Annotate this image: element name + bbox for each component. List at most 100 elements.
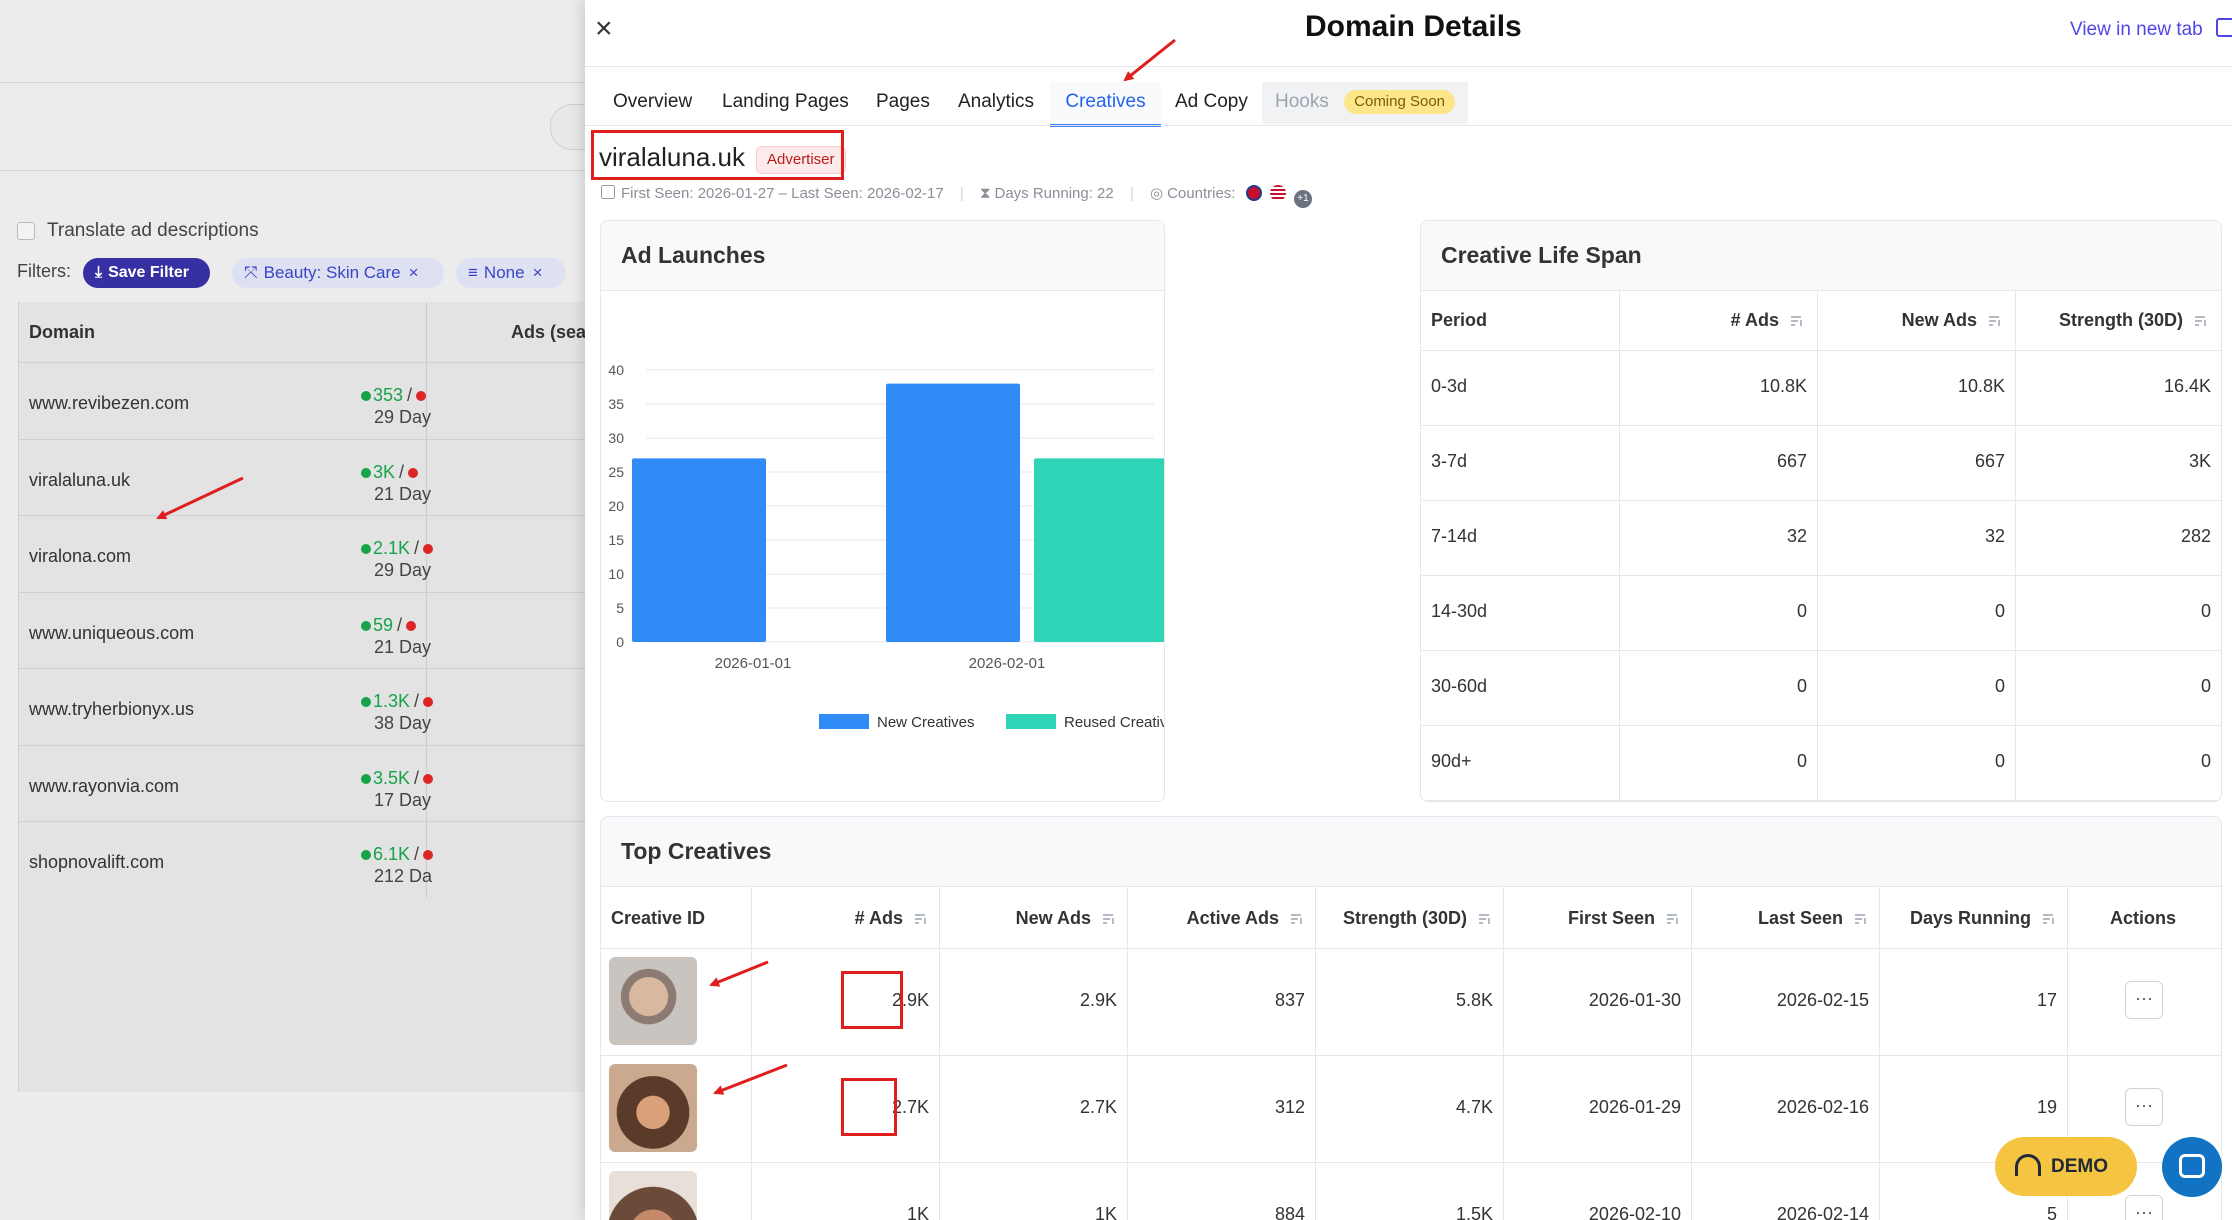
more-actions-button[interactable]: ··· [2125, 1195, 2163, 1220]
active-dot-icon [361, 773, 371, 784]
days-running: 17 Day [374, 789, 432, 810]
column-header[interactable]: Strength (30D) [2025, 310, 2207, 331]
domain-link[interactable]: www.uniqueous.com [29, 622, 195, 643]
column-divider [426, 363, 427, 439]
column-header[interactable]: # Ads [1629, 310, 1803, 331]
calendar-icon [601, 185, 615, 199]
save-filter-button[interactable]: ⤓ Save Filter [83, 258, 210, 288]
table-row[interactable]: www.rayonvia.com 3.5K/17 Day [19, 744, 585, 822]
column-header[interactable]: # Ads [761, 908, 927, 929]
column-header-label: Strength (30D) [1342, 908, 1467, 928]
creative-thumbnail[interactable] [609, 957, 697, 1045]
ads-metric: 1.3K / [361, 691, 435, 712]
value-cell: 4.7K [1455, 1097, 1493, 1117]
creative-thumbnail[interactable] [609, 1171, 697, 1220]
column-domain[interactable]: Domain [29, 322, 96, 342]
active-count: 353 [373, 385, 404, 405]
close-icon[interactable]: × [532, 263, 543, 282]
column-header[interactable]: Strength (30D) [1325, 908, 1491, 929]
sort-icon[interactable] [1477, 912, 1491, 926]
value-cell: 1K [906, 1204, 929, 1220]
table-row[interactable]: shopnovalift.com 6.1K/212 Da [19, 821, 585, 898]
column-header-label: Creative ID [611, 908, 706, 928]
ad-launches-title: Ad Launches [621, 242, 766, 268]
more-actions-button[interactable]: ··· [2125, 981, 2163, 1019]
filter-chip-category[interactable]: ⤧ Beauty: Skin Care × [232, 258, 444, 288]
translate-label: Translate ad descriptions [47, 220, 259, 241]
close-icon[interactable]: × [595, 12, 613, 45]
separator: / [414, 691, 420, 711]
bar-new-creatives[interactable] [886, 383, 1020, 642]
uk-flag-icon [1245, 185, 1262, 201]
separator: / [407, 385, 413, 405]
sort-icon[interactable] [2193, 314, 2207, 328]
value-cell: 5.8K [1455, 990, 1493, 1010]
more-actions-button[interactable]: ··· [2125, 1088, 2163, 1126]
top-creatives-panel: Top Creatives Creative ID # Ads New Ads Act… [600, 816, 2222, 1220]
y-tick-label: 25 [608, 464, 624, 480]
tab-ad-copy[interactable]: Ad Copy [1175, 91, 1248, 112]
table-row[interactable]: viralaluna.uk 3K/21 Day [19, 438, 585, 516]
column-header[interactable]: First Seen [1513, 908, 1679, 929]
column-header[interactable]: Days Running [1889, 908, 2055, 929]
divider [0, 170, 585, 171]
column-header[interactable]: Last Seen [1701, 908, 1867, 929]
tab-analytics[interactable]: Analytics [958, 91, 1035, 112]
legend-label[interactable]: New Creatives [877, 714, 975, 731]
countries-more-badge[interactable]: +1 [1293, 190, 1312, 208]
ads-metric: 3K / [361, 462, 420, 483]
ads-metric: 59/ [361, 615, 418, 636]
domain-link[interactable]: shopnovalift.com [29, 852, 165, 872]
bar-reused-creatives[interactable] [1034, 458, 1164, 642]
days-running: 38 Day [374, 713, 432, 733]
ads-metric: 353/ [361, 385, 428, 406]
sort-icon[interactable] [1853, 912, 1867, 926]
column-header-label: # Ads [854, 908, 903, 928]
annotation-arrow [713, 1063, 788, 1095]
table-row[interactable]: viralona.com 2.1K/29 Day [19, 515, 585, 592]
domain-link[interactable]: www.revibezen.com [29, 393, 190, 413]
column-header-label: New Ads [1015, 908, 1091, 928]
column-divider [1817, 290, 1818, 800]
table-row[interactable]: www.tryherbionyx.us 1.3K/38 Day [19, 668, 585, 745]
domain-link[interactable]: www.tryherbionyx.us [29, 699, 195, 719]
tab-pages[interactable]: Pages [876, 91, 930, 112]
table-row[interactable]: www.revibezen.com 353/29 Day [19, 362, 585, 439]
column-header[interactable]: Actions [2077, 908, 2209, 929]
tab-overview[interactable]: Overview [613, 91, 693, 112]
domain-link[interactable]: viralaluna.uk [29, 469, 131, 490]
inactive-dot-icon [406, 620, 417, 631]
column-header[interactable]: New Ads [1827, 310, 2001, 331]
chat-button[interactable] [2162, 1137, 2222, 1197]
legend-label[interactable]: Reused Creatives [1064, 714, 1164, 731]
sort-icon[interactable] [1289, 912, 1303, 926]
column-header[interactable]: New Ads [949, 908, 1115, 929]
separator: / [414, 767, 420, 788]
sort-icon[interactable] [1101, 912, 1115, 926]
creative-thumbnail[interactable] [609, 1064, 697, 1152]
table-row[interactable]: www.uniqueous.com 59/21 Day [19, 591, 585, 669]
column-header[interactable]: Period [1431, 310, 1605, 331]
sort-icon[interactable] [1789, 314, 1803, 328]
domain-link[interactable]: viralona.com [29, 546, 132, 566]
tab-landing-pages[interactable]: Landing Pages [722, 91, 849, 112]
column-header[interactable]: Active Ads [1137, 908, 1303, 929]
bar-new-creatives[interactable] [632, 458, 766, 642]
close-icon[interactable]: × [408, 263, 419, 282]
sort-icon[interactable] [1987, 314, 2001, 328]
column-header[interactable]: Creative ID [611, 908, 739, 929]
column-ads[interactable]: Ads (sea [511, 322, 585, 342]
view-new-tab-link[interactable]: View in new tab [2070, 18, 2232, 41]
translate-checkbox[interactable] [17, 222, 35, 240]
period-cell: 3-7d [1431, 451, 1468, 471]
sort-icon[interactable] [2041, 912, 2055, 926]
filter-chip-none[interactable]: ≡ None × [456, 258, 566, 288]
column-divider [426, 745, 427, 822]
filters-label: Filters: [17, 261, 71, 281]
column-divider [426, 822, 427, 898]
sort-icon[interactable] [913, 912, 927, 926]
domain-link[interactable]: www.rayonvia.com [29, 775, 180, 796]
sort-icon[interactable] [1665, 912, 1679, 926]
demo-button[interactable]: DEMO [1995, 1137, 2137, 1196]
value-cell: 5 [2046, 1204, 2057, 1220]
